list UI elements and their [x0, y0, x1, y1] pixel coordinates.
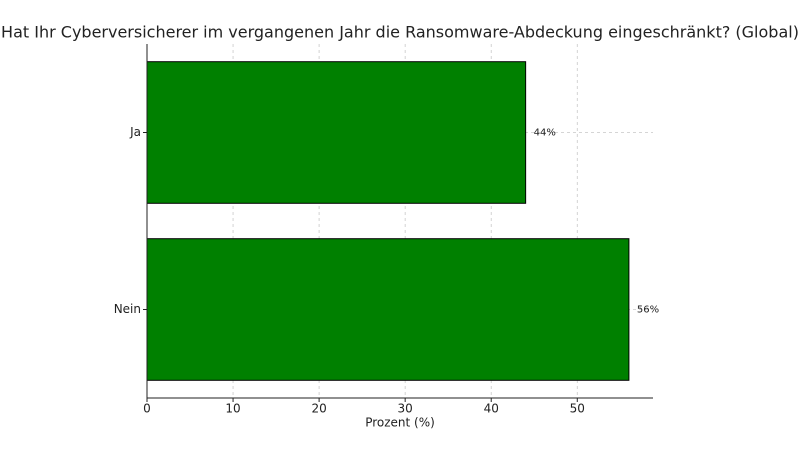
x-tick-label: 10 — [225, 402, 240, 416]
x-tick-label: 40 — [484, 402, 499, 416]
x-tick-label: 50 — [570, 402, 585, 416]
y-tick-label: Nein — [114, 302, 141, 316]
x-axis-label: Prozent (%) — [365, 416, 435, 430]
y-tick-label: Ja — [129, 125, 141, 139]
value-label: 44% — [534, 128, 556, 139]
chart-title: Hat Ihr Cyberversicherer im vergangenen … — [1, 23, 799, 42]
value-label: 56% — [637, 305, 659, 316]
bar — [146, 238, 630, 381]
x-tick-label: 20 — [311, 402, 326, 416]
x-tick-label: 30 — [398, 402, 413, 416]
x-tick-label: 0 — [143, 402, 151, 416]
bar — [146, 61, 527, 204]
